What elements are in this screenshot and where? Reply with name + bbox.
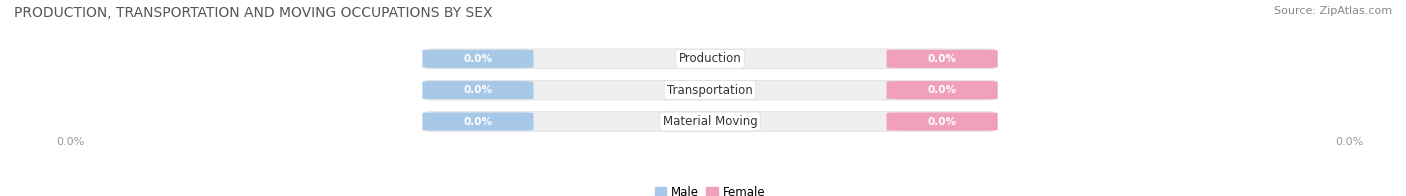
- Text: Production: Production: [679, 52, 741, 65]
- Text: 0.0%: 0.0%: [928, 85, 956, 95]
- Text: Transportation: Transportation: [668, 84, 752, 97]
- Text: 0.0%: 0.0%: [928, 54, 956, 64]
- FancyBboxPatch shape: [422, 113, 533, 131]
- FancyBboxPatch shape: [426, 112, 994, 131]
- Legend: Male, Female: Male, Female: [655, 186, 765, 196]
- Text: 0.0%: 0.0%: [464, 116, 492, 127]
- FancyBboxPatch shape: [887, 50, 998, 68]
- FancyBboxPatch shape: [422, 50, 533, 68]
- Text: 0.0%: 0.0%: [464, 54, 492, 64]
- FancyBboxPatch shape: [887, 113, 998, 131]
- FancyBboxPatch shape: [887, 81, 998, 99]
- Text: 0.0%: 0.0%: [56, 137, 84, 147]
- FancyBboxPatch shape: [422, 81, 533, 99]
- Text: Material Moving: Material Moving: [662, 115, 758, 128]
- Text: 0.0%: 0.0%: [464, 85, 492, 95]
- Text: 0.0%: 0.0%: [1336, 137, 1364, 147]
- Text: PRODUCTION, TRANSPORTATION AND MOVING OCCUPATIONS BY SEX: PRODUCTION, TRANSPORTATION AND MOVING OC…: [14, 6, 492, 20]
- FancyBboxPatch shape: [426, 49, 994, 69]
- Text: Source: ZipAtlas.com: Source: ZipAtlas.com: [1274, 6, 1392, 16]
- FancyBboxPatch shape: [426, 80, 994, 100]
- Text: 0.0%: 0.0%: [928, 116, 956, 127]
